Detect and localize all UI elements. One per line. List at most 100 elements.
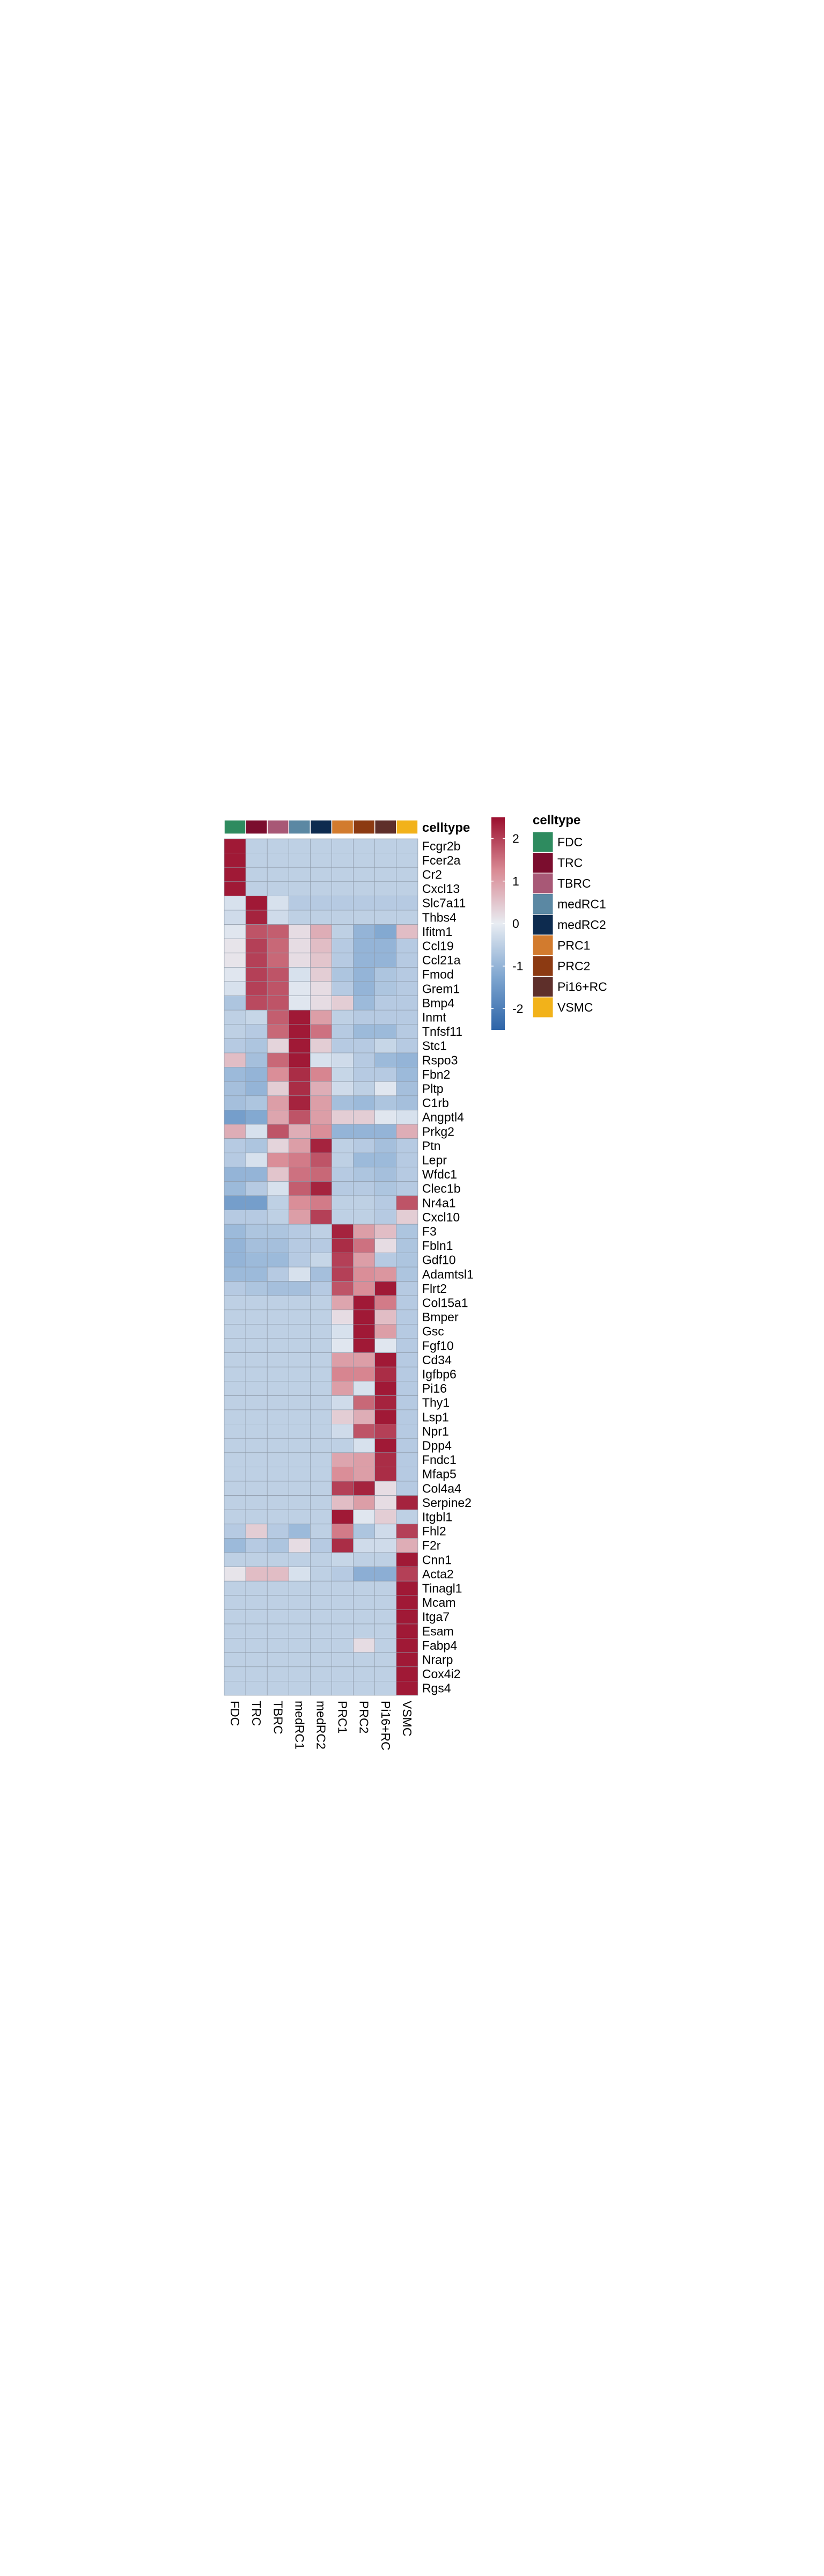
heatmap-cell-Cd34-medRC1 (288, 1352, 311, 1367)
heatmap-cell-Igfbp6-Pi16+RC (374, 1366, 397, 1382)
heatmap-cell-Stc1-PRC1 (332, 1038, 354, 1053)
gene-label: Ccl19 (422, 939, 454, 953)
heatmap-cell-Fbn2-medRC1 (288, 1067, 311, 1082)
heatmap-cell-Cnn1-TBRC (267, 1552, 289, 1567)
gene-label: Pltp (422, 1082, 444, 1096)
heatmap-cell-Pi16-TRC (245, 1381, 268, 1396)
heatmap-cell-Fndc1-FDC (224, 1452, 246, 1467)
heatmap-cell-Prkg2-medRC1 (288, 1124, 311, 1139)
heatmap-cell-Tinagl1-TBRC (267, 1580, 289, 1596)
heatmap-cell-F2r-FDC (224, 1538, 246, 1553)
heatmap-cell-Thbs4-FDC (224, 910, 246, 925)
heatmap-cell-Fbn2-Pi16+RC (374, 1067, 397, 1082)
heatmap-cell-Fcgr2b-PRC1 (332, 838, 354, 853)
heatmap-cell-Grem1-VSMC (396, 981, 418, 996)
heatmap-cell-F2r-medRC1 (288, 1538, 311, 1553)
heatmap-cell-Thbs4-medRC2 (310, 910, 332, 925)
heatmap-cell-Adamtsl1-PRC2 (353, 1267, 376, 1282)
heatmap-cell-Grem1-TRC (245, 981, 268, 996)
heatmap-cell-Thy1-medRC1 (288, 1395, 311, 1410)
heatmap-cell-Ifitm1-PRC2 (353, 924, 376, 939)
heatmap-cell-Gdf10-PRC1 (332, 1253, 354, 1268)
heatmap-cell-Pltp-FDC (224, 1081, 246, 1096)
heatmap-cell-Thbs4-Pi16+RC (374, 910, 397, 925)
gene-label: Clec1b (422, 1182, 461, 1196)
heatmap-cell-Gsc-Pi16+RC (374, 1324, 397, 1339)
heatmap-cell-Nrarp-PRC2 (353, 1652, 376, 1667)
heatmap-cell-Prkg2-PRC1 (332, 1124, 354, 1139)
annotation-cell-VSMC (396, 819, 418, 835)
heatmap-cell-Fgf10-medRC2 (310, 1338, 332, 1353)
annotation-cell-medRC2 (310, 819, 333, 835)
heatmap-cell-Flrt2-TRC (245, 1281, 268, 1296)
heatmap-cell-Npr1-medRC2 (310, 1424, 332, 1439)
gene-label: Rspo3 (422, 1053, 458, 1067)
heatmap-cell-Col15a1-TRC (245, 1295, 268, 1311)
heatmap-cell-Ifitm1-medRC1 (288, 924, 311, 939)
heatmap-cell-F2r-VSMC (396, 1538, 418, 1553)
heatmap-cell-Esam-TBRC (267, 1623, 289, 1638)
heatmap-cell-Gdf10-medRC1 (288, 1253, 311, 1268)
heatmap-cell-Adamtsl1-medRC2 (310, 1267, 332, 1282)
annotation-cell-PRC1 (331, 819, 354, 835)
heatmap-cell-Bmp4-medRC1 (288, 996, 311, 1011)
heatmap-cell-Mfap5-TRC (245, 1467, 268, 1482)
heatmap-cell-Mcam-PRC1 (332, 1595, 354, 1610)
colorbar-tick-label: 0 (512, 917, 519, 931)
gene-label: Slc7a11 (422, 896, 466, 910)
heatmap-cell-Itgbl1-VSMC (396, 1509, 418, 1525)
heatmap-cell-Ccl19-medRC1 (288, 938, 311, 954)
heatmap-cell-Itgbl1-medRC2 (310, 1509, 332, 1525)
legend-swatch-Pi16+RC (532, 976, 554, 997)
heatmap-cell-Flrt2-PRC2 (353, 1281, 376, 1296)
heatmap-cell-Col4a4-Pi16+RC (374, 1481, 397, 1496)
gene-label: Bmp4 (422, 996, 454, 1010)
heatmap-cell-Rgs4-PRC1 (332, 1681, 354, 1696)
heatmap-cell-Lsp1-TRC (245, 1409, 268, 1424)
heatmap-cell-Ccl19-TBRC (267, 938, 289, 954)
heatmap-cell-Itga7-TBRC (267, 1609, 289, 1624)
colorbar-tick-label: -1 (512, 959, 523, 973)
annotation-cell-PRC2 (352, 819, 376, 835)
heatmap-cell-Mcam-VSMC (396, 1595, 418, 1610)
gene-label: Flrt2 (422, 1282, 447, 1296)
gene-label: Tinagl1 (422, 1582, 462, 1596)
heatmap-cell-Thy1-PRC1 (332, 1395, 354, 1410)
heatmap-cell-C1rb-PRC1 (332, 1095, 354, 1110)
heatmap-cell-Nr4a1-PRC2 (353, 1195, 376, 1210)
heatmap-cell-Bmper-PRC1 (332, 1309, 354, 1324)
heatmap-cell-Ccl21a-Pi16+RC (374, 953, 397, 968)
annotation-cell-Pi16+RC (374, 819, 397, 835)
heatmap-cell-Fmod-medRC1 (288, 967, 311, 982)
heatmap-cell-Fhl2-VSMC (396, 1524, 418, 1539)
heatmap-cell-Itgbl1-FDC (224, 1509, 246, 1525)
heatmap-cell-Lepr-Pi16+RC (374, 1152, 397, 1168)
heatmap-cell-Adamtsl1-TBRC (267, 1267, 289, 1282)
heatmap-cell-Col4a4-TBRC (267, 1481, 289, 1496)
heatmap-cell-Gsc-TRC (245, 1324, 268, 1339)
heatmap-cell-Prkg2-Pi16+RC (374, 1124, 397, 1139)
heatmap-cell-Rgs4-Pi16+RC (374, 1681, 397, 1696)
heatmap-cell-Wfdc1-TRC (245, 1167, 268, 1182)
heatmap-cell-Wfdc1-medRC1 (288, 1167, 311, 1182)
heatmap-cell-Col15a1-FDC (224, 1295, 246, 1311)
heatmap-cell-Cd34-PRC1 (332, 1352, 354, 1367)
heatmap-cell-Fcgr2b-Pi16+RC (374, 838, 397, 853)
heatmap-cell-Fbln1-FDC (224, 1238, 246, 1253)
heatmap-cell-Clec1b-PRC1 (332, 1181, 354, 1196)
heatmap-cell-Cxcl13-PRC1 (332, 881, 354, 896)
heatmap-cell-Cxcl10-TBRC (267, 1210, 289, 1225)
gene-label: Fcer2a (422, 853, 461, 867)
heatmap-cell-Tinagl1-FDC (224, 1580, 246, 1596)
heatmap-cell-Cxcl13-VSMC (396, 881, 418, 896)
heatmap-cell-Esam-medRC2 (310, 1623, 332, 1638)
heatmap-cell-Ccl21a-medRC2 (310, 953, 332, 968)
heatmap-cell-Dpp4-TBRC (267, 1438, 289, 1453)
heatmap-cell-C1rb-TBRC (267, 1095, 289, 1110)
heatmap-cell-Stc1-TBRC (267, 1038, 289, 1053)
heatmap-cell-Fbln1-TBRC (267, 1238, 289, 1253)
heatmap-cell-Fbn2-PRC2 (353, 1067, 376, 1082)
heatmap-cell-Fbln1-medRC2 (310, 1238, 332, 1253)
heatmap-cell-Slc7a11-medRC1 (288, 896, 311, 911)
heatmap-cell-Dpp4-FDC (224, 1438, 246, 1453)
